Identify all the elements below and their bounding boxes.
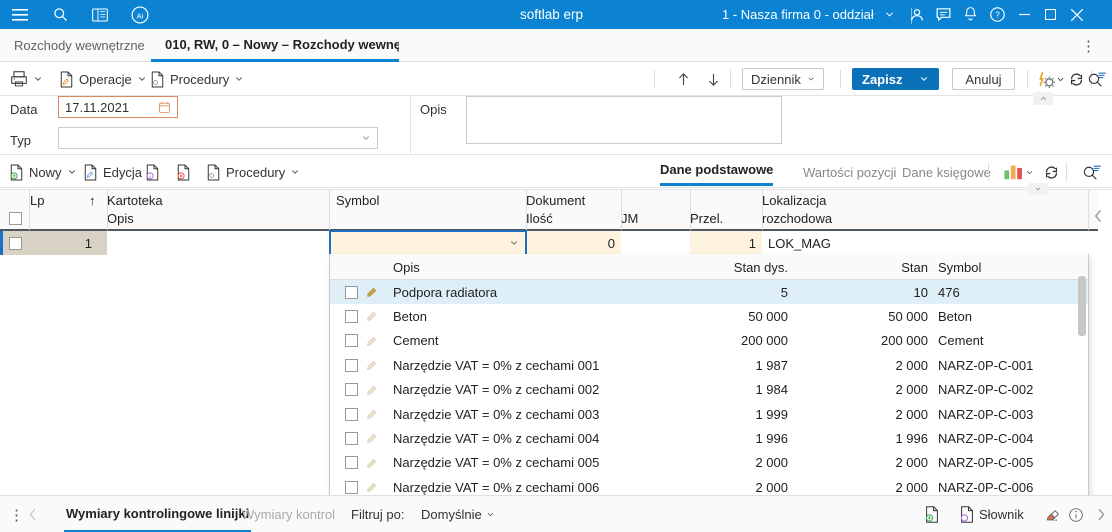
svg-text:?: ?: [995, 10, 1000, 20]
svg-text:Ai: Ai: [137, 11, 144, 20]
